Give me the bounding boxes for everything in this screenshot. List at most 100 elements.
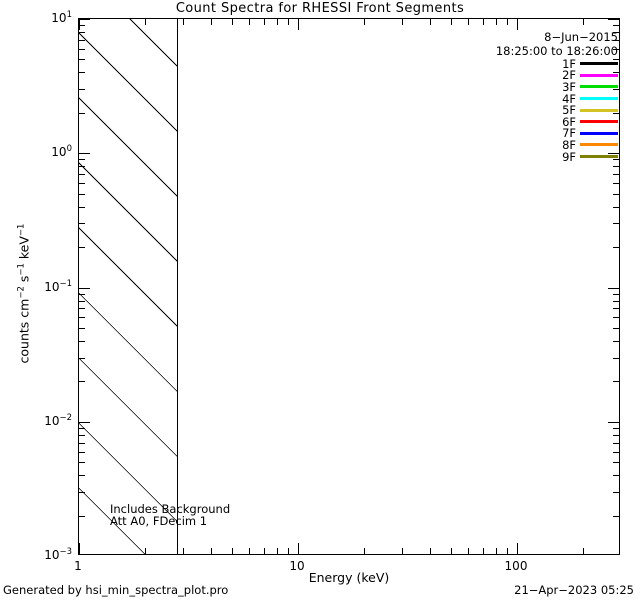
y-axis-tick-right xyxy=(613,340,619,342)
y-axis-tick-right xyxy=(613,327,619,329)
y-axis-tick-right xyxy=(613,223,619,225)
x-axis-tick xyxy=(451,548,453,554)
y-axis-tick-right xyxy=(613,25,619,27)
y-axis-tick-right xyxy=(608,421,619,423)
legend-item-3f[interactable]: 3F xyxy=(562,79,618,94)
legend-item-label: 6F xyxy=(562,114,576,129)
x-axis-tick-top xyxy=(451,19,453,25)
legend-color-swatch xyxy=(580,108,618,112)
y-axis-tick-right xyxy=(613,247,619,249)
hatched-energy-band xyxy=(79,19,178,554)
y-tick-exponent: 1 xyxy=(66,10,72,20)
legend-color-swatch xyxy=(580,143,618,147)
y-axis-tick-right xyxy=(613,308,619,310)
x-axis-tick-top xyxy=(495,19,497,25)
x-axis-tick xyxy=(210,548,212,554)
y-axis-title: counts cm−2 s−1 keV−1 xyxy=(16,164,32,424)
legend-color-swatch xyxy=(580,62,618,66)
legend: 1F 2F 3F 4F 5F 6F 7F 8F 9F xyxy=(562,56,618,164)
y-axis-title-mid2: keV xyxy=(16,236,32,264)
legend-item-label: 2F xyxy=(562,68,576,83)
y-axis-tick-right xyxy=(613,475,619,477)
y-axis-tick-right xyxy=(613,427,619,429)
y-axis-tick-right xyxy=(613,491,619,493)
y-tick-mantissa: 10 xyxy=(44,413,60,428)
y-axis-tick-right xyxy=(613,442,619,444)
x-axis-tick xyxy=(495,548,497,554)
annotation-attenuator-state: Att A0, FDecim 1 xyxy=(110,514,208,528)
y-axis-tick-label: 10−3 xyxy=(28,548,72,562)
legend-item-label: 7F xyxy=(562,126,576,141)
legend-color-swatch xyxy=(580,131,618,135)
y-axis-tick-right xyxy=(613,434,619,436)
legend-item-4f[interactable]: 4F xyxy=(562,91,618,106)
y-tick-exponent: 0 xyxy=(66,144,72,155)
y-axis-tick-right xyxy=(613,515,619,517)
x-axis-tick-label: 100 xyxy=(504,559,528,573)
y-axis-tick-right xyxy=(613,317,619,319)
x-axis-tick xyxy=(287,548,289,554)
y-axis-title-sup2: −1 xyxy=(16,263,27,276)
x-axis-tick-top xyxy=(517,19,518,30)
x-axis-tick-top xyxy=(264,19,266,25)
y-axis-tick-right xyxy=(613,183,619,185)
y-axis-tick-right xyxy=(613,206,619,208)
y-tick-exponent: −3 xyxy=(59,547,72,557)
y-tick-exponent: −2 xyxy=(59,412,72,423)
y-axis-tick-label: 10−1 xyxy=(28,279,72,294)
y-tick-mantissa: 10 xyxy=(51,145,67,160)
legend-item-6f[interactable]: 6F xyxy=(562,114,618,129)
legend-item-label: 1F xyxy=(562,56,576,71)
y-axis-tick-right xyxy=(608,287,619,289)
y-axis-tick-right xyxy=(613,462,619,464)
y-axis-tick-label: 101 xyxy=(28,11,72,25)
legend-item-label: 9F xyxy=(562,149,576,164)
x-axis-tick xyxy=(298,543,299,554)
x-axis-tick-top xyxy=(363,19,365,25)
observation-date: 8−Jun−2015 xyxy=(544,30,618,44)
x-axis-tick-top xyxy=(582,19,584,25)
y-axis-tick-right xyxy=(613,166,619,168)
x-axis-tick xyxy=(483,548,485,554)
legend-item-8f[interactable]: 8F xyxy=(562,137,618,152)
legend-item-label: 3F xyxy=(562,79,576,94)
x-axis-tick-top xyxy=(468,19,470,25)
y-tick-mantissa: 10 xyxy=(44,279,60,294)
plot-area xyxy=(78,18,620,555)
x-axis-tick xyxy=(183,548,185,554)
x-axis-tick-top xyxy=(232,19,234,25)
legend-item-label: 8F xyxy=(562,137,576,152)
annotation-includes-background: Includes Background xyxy=(110,502,231,516)
x-axis-tick xyxy=(517,543,518,554)
legend-item-1f[interactable]: 1F xyxy=(562,56,618,71)
y-axis-tick-right xyxy=(613,293,619,295)
x-axis-tick-top xyxy=(483,19,485,25)
x-axis-tick-top xyxy=(429,19,431,25)
legend-color-swatch xyxy=(580,120,618,124)
y-axis-title-sup1: −2 xyxy=(16,286,27,299)
x-axis-tick xyxy=(506,548,508,554)
legend-item-2f[interactable]: 2F xyxy=(562,68,618,83)
legend-item-7f[interactable]: 7F xyxy=(562,126,618,141)
x-axis-tick xyxy=(363,548,365,554)
legend-color-swatch xyxy=(580,155,618,159)
x-axis-tick-top xyxy=(287,19,289,25)
x-axis-tick-top xyxy=(249,19,251,25)
y-axis-tick-right xyxy=(613,300,619,302)
x-axis-tick xyxy=(232,548,234,554)
legend-item-label: 4F xyxy=(562,91,576,106)
legend-item-5f[interactable]: 5F xyxy=(562,103,618,117)
x-axis-tick-top xyxy=(298,19,299,30)
x-axis-tick-top xyxy=(183,19,185,25)
x-axis-tick xyxy=(582,548,584,554)
y-axis-tick-right xyxy=(608,19,619,20)
legend-color-swatch xyxy=(580,85,618,89)
x-axis-tick xyxy=(264,548,266,554)
x-axis-tick xyxy=(249,548,251,554)
y-tick-mantissa: 10 xyxy=(51,11,67,25)
x-axis-title: Energy (keV) xyxy=(308,570,390,585)
legend-item-9f[interactable]: 9F xyxy=(562,149,618,164)
x-axis-tick-top xyxy=(402,19,404,25)
x-axis-tick-label: 10 xyxy=(289,559,305,573)
